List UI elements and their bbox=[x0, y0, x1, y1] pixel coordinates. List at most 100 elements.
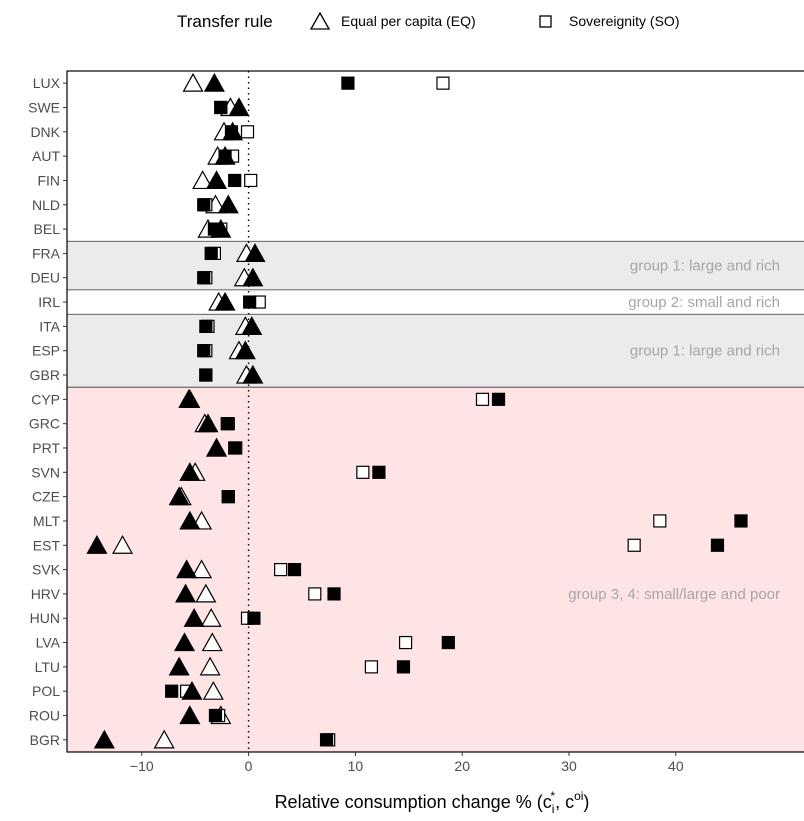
square-filled-esp bbox=[197, 344, 211, 358]
square-filled-irl bbox=[243, 295, 257, 309]
triangle-filled-irl bbox=[214, 291, 236, 311]
triangle-filled-cze bbox=[168, 486, 190, 506]
y-tick-label-svn: SVN bbox=[31, 464, 60, 480]
triangle-open-lva bbox=[201, 632, 223, 652]
y-tick-label-pol: POL bbox=[32, 683, 60, 699]
group-bands: group 2: small and rich group 1: large an… bbox=[67, 71, 804, 752]
square-filled-fin bbox=[228, 173, 242, 188]
y-tick-label-fra: FRA bbox=[32, 245, 61, 261]
x-axis-title-main: Relative consumption change % (c bbox=[275, 792, 552, 812]
square-filled-lva bbox=[441, 635, 455, 650]
square-filled-cze bbox=[221, 490, 235, 504]
square-open-fin bbox=[244, 173, 258, 188]
legend-square-key bbox=[539, 15, 552, 28]
square-filled-mlt bbox=[734, 514, 748, 528]
triangle-filled-cyp bbox=[179, 389, 201, 408]
square-filled-hrv bbox=[327, 587, 341, 601]
square-filled-hun bbox=[247, 611, 261, 625]
square-open-ltu bbox=[364, 660, 379, 674]
y-tick-label-fin: FIN bbox=[37, 172, 60, 188]
square-open-svk bbox=[274, 562, 288, 577]
square-filled-grc bbox=[221, 417, 235, 431]
square-filled-prt bbox=[228, 441, 242, 455]
square-filled-svn bbox=[372, 465, 386, 479]
y-tick-label-bgr: BGR bbox=[30, 732, 60, 748]
triangle-open-fin bbox=[192, 170, 214, 190]
group-band-label-2: group 2: small and rich bbox=[628, 294, 780, 311]
triangle-filled-rou bbox=[179, 705, 201, 725]
y-tick-label-lux: LUX bbox=[33, 75, 61, 91]
y-tick-label-prt: PRT bbox=[32, 440, 60, 456]
y-tick-label-hun: HUN bbox=[30, 610, 60, 626]
triangle-open-hrv bbox=[195, 583, 217, 603]
x-tick-label--10: −10 bbox=[130, 758, 154, 774]
y-tick-label-hrv: HRV bbox=[31, 586, 61, 602]
triangle-open-hun bbox=[200, 608, 222, 627]
triangle-filled-hrv bbox=[175, 583, 197, 603]
triangle-open-svk bbox=[191, 559, 213, 579]
x-tick-label-20: 20 bbox=[454, 758, 470, 774]
x-tick-label-0: 0 bbox=[245, 758, 253, 774]
square-filled-pol bbox=[165, 684, 179, 698]
y-tick-label-aut: AUT bbox=[32, 148, 60, 164]
triangle-filled-hun bbox=[183, 608, 205, 627]
square-filled-bgr bbox=[319, 733, 334, 747]
x-axis-title-sub: i bbox=[552, 802, 555, 816]
x-axis: −10 0 10 20 30 40 bbox=[130, 752, 684, 774]
y-tick-label-swe: SWE bbox=[28, 99, 60, 115]
y-tick-label-cyp: CYP bbox=[31, 391, 60, 407]
y-tick-label-est: EST bbox=[33, 537, 61, 553]
x-tick-label-40: 40 bbox=[668, 758, 684, 774]
triangle-filled-lux bbox=[203, 72, 225, 92]
square-open-cyp bbox=[475, 392, 490, 406]
x-axis-title: Relative consumption change % (ci*, coi) bbox=[275, 789, 590, 816]
x-axis-title-sup: * bbox=[550, 789, 555, 803]
y-axis: LUX SWE DNK AUT FIN NLD BEL FRA DEU IRL ITA ESP GBR C… bbox=[28, 75, 67, 748]
legend-title: Transfer rule bbox=[177, 12, 273, 31]
square-filled-ita bbox=[199, 319, 213, 333]
y-tick-label-deu: DEU bbox=[30, 270, 60, 286]
square-filled-bel bbox=[207, 222, 221, 236]
y-tick-label-cze: CZE bbox=[32, 489, 60, 505]
triangle-filled-est bbox=[86, 535, 108, 554]
triangle-filled-deu bbox=[242, 267, 264, 287]
triangle-filled-ita bbox=[241, 316, 263, 335]
triangle-open-pol bbox=[202, 680, 224, 700]
square-filled-dnk bbox=[224, 125, 239, 139]
y-tick-label-rou: ROU bbox=[29, 708, 60, 724]
triangle-open-lux bbox=[182, 72, 204, 92]
x-axis-title-end: ) bbox=[583, 792, 589, 812]
legend-label-so: Sovereignity (SO) bbox=[569, 13, 679, 29]
square-open-lva bbox=[398, 635, 413, 650]
triangle-filled-grc bbox=[197, 413, 219, 433]
square-filled-svk bbox=[287, 562, 302, 577]
group-band-label-3: group 1: large and rich bbox=[630, 343, 780, 360]
triangle-filled-fin bbox=[206, 170, 228, 190]
triangle-filled-fra bbox=[244, 243, 266, 263]
group-band-2 bbox=[67, 289, 804, 315]
x-axis-title-sup2: oi bbox=[574, 789, 583, 803]
group-band-label-1: group 1: large and rich bbox=[630, 258, 780, 275]
data-marks bbox=[86, 72, 748, 749]
x-tick-label-30: 30 bbox=[561, 758, 577, 774]
plot-panel-border bbox=[66, 70, 804, 753]
triangle-filled-swe bbox=[228, 97, 250, 117]
square-filled-est bbox=[710, 538, 725, 552]
square-open-hrv bbox=[308, 587, 322, 601]
y-tick-label-lva: LVA bbox=[36, 635, 61, 651]
square-filled-swe bbox=[214, 100, 228, 115]
triangle-filled-esp bbox=[234, 340, 256, 360]
triangle-open-bgr bbox=[153, 729, 175, 749]
y-tick-label-ita: ITA bbox=[39, 318, 60, 334]
y-tick-label-svk: SVK bbox=[32, 562, 61, 578]
y-tick-label-mlt: MLT bbox=[33, 513, 60, 529]
triangle-filled-ltu bbox=[168, 656, 190, 676]
legend-label-eq: Equal per capita (EQ) bbox=[341, 13, 476, 29]
triangle-filled-mlt bbox=[179, 510, 201, 530]
triangle-filled-nld bbox=[217, 194, 239, 214]
legend-triangle-key bbox=[309, 11, 331, 30]
y-tick-label-esp: ESP bbox=[32, 343, 60, 359]
square-filled-cyp bbox=[491, 392, 506, 406]
triangle-open-ltu bbox=[199, 656, 221, 676]
